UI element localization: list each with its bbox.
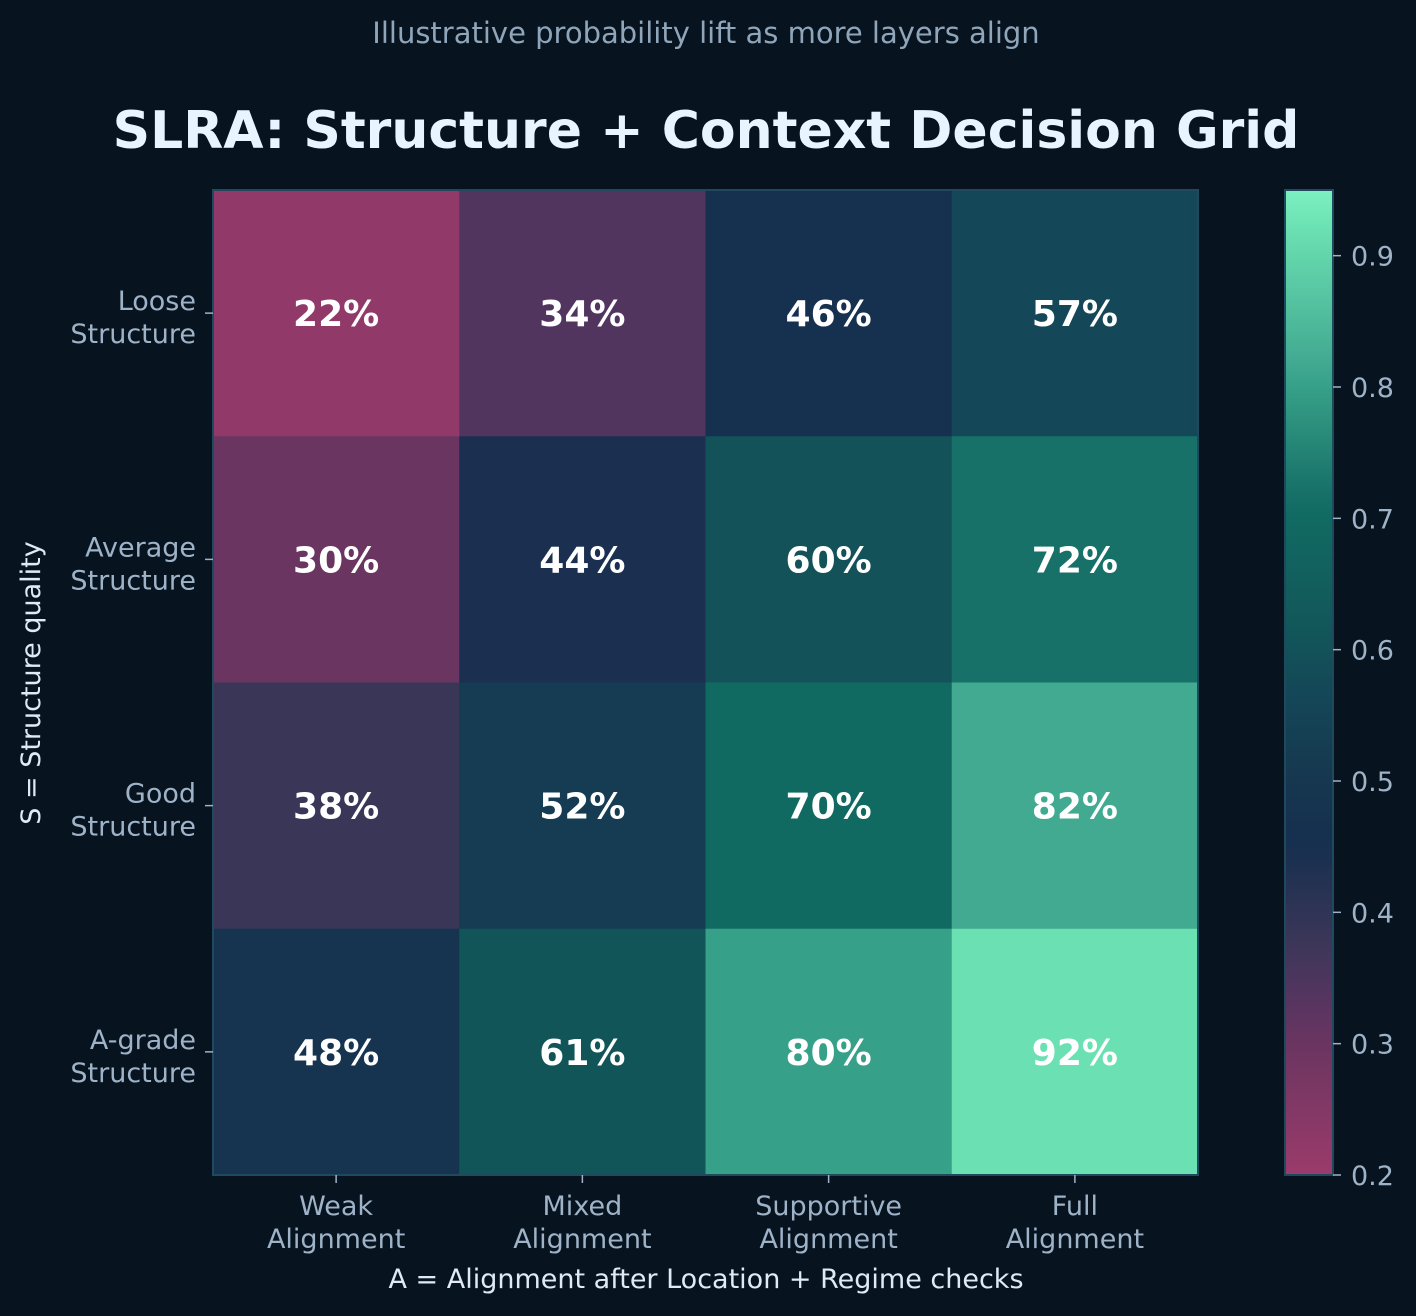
cell-value-label: 72% — [1032, 540, 1118, 581]
cell-value-label: 57% — [1032, 294, 1118, 335]
x-tick-label: Alignment — [513, 1224, 651, 1255]
heatmap-cell — [213, 928, 460, 1176]
heatmap-cell — [951, 928, 1199, 1176]
cell-value-label: 82% — [1032, 787, 1118, 828]
x-tick-label: Mixed — [543, 1191, 623, 1222]
heatmap-cell — [213, 436, 460, 683]
heatmap-cell — [951, 436, 1199, 683]
y-tick-label: Loose — [118, 286, 196, 317]
y-tick-label: Structure — [70, 319, 196, 350]
cell-value-label: 92% — [1032, 1033, 1118, 1074]
cell-value-label: 80% — [786, 1033, 872, 1074]
colorbar-tick-label: 0.6 — [1351, 636, 1394, 667]
heatmap-frame — [212, 189, 1199, 1176]
y-tick-label: Structure — [70, 565, 196, 596]
y-tick-label: A-grade — [90, 1025, 196, 1056]
heatmap-cell — [459, 436, 706, 683]
cell-value-label: 44% — [539, 540, 625, 581]
colorbar-tick-label: 0.9 — [1351, 242, 1394, 273]
x-tick-label: Weak — [299, 1191, 373, 1222]
heatmap-cell — [705, 682, 953, 930]
colorbar-gradient — [1284, 189, 1334, 1176]
heatmap-cell — [459, 928, 706, 1176]
colorbar: 0.2 0.3 0.4 0.5 0.6 0.7 0.8 0.9 — [1284, 189, 1394, 1192]
colorbar-tick-label: 0.5 — [1351, 767, 1394, 798]
cell-value-label: 61% — [539, 1033, 625, 1074]
x-tick-label: Full — [1052, 1191, 1098, 1222]
colorbar-tick-label: 0.2 — [1351, 1161, 1394, 1192]
cell-value-label: 22% — [293, 294, 379, 335]
cell-value-label: 46% — [786, 294, 872, 335]
cell-value-label: 52% — [539, 787, 625, 828]
x-axis-label: A = Alignment after Location + Regime ch… — [388, 1264, 1023, 1295]
heatmap-cell — [951, 682, 1199, 930]
y-axis-label: S = Structure quality — [16, 541, 47, 824]
heatmap-cell — [951, 190, 1199, 437]
colorbar-tick-label: 0.4 — [1351, 898, 1394, 929]
cell-value-label: 30% — [293, 540, 379, 581]
cell-value-label: 60% — [786, 540, 872, 581]
y-tick-label: Structure — [70, 1058, 196, 1089]
y-axis-ticks: LooseStructureAverageStructureGoodStruct… — [70, 286, 213, 1089]
heatmap-cell — [705, 928, 953, 1176]
heatmap-cell — [213, 682, 460, 930]
heatmap-cell — [459, 190, 706, 437]
colorbar-tick-label: 0.7 — [1351, 504, 1394, 535]
x-tick-label: Alignment — [759, 1224, 897, 1255]
y-tick-label: Average — [85, 532, 196, 563]
cell-value-label: 48% — [293, 1033, 379, 1074]
x-tick-label: Alignment — [1006, 1224, 1144, 1255]
chart-title: SLRA: Structure + Context Decision Grid — [113, 101, 1300, 161]
heatmap-cell — [459, 682, 706, 930]
chart-subtitle: Illustrative probability lift as more la… — [372, 16, 1039, 50]
x-tick-label: Supportive — [755, 1191, 902, 1222]
x-axis-ticks: WeakAlignmentMixedAlignmentSupportiveAli… — [267, 1175, 1144, 1255]
cell-value-label: 70% — [786, 787, 872, 828]
colorbar-tick-label: 0.8 — [1351, 373, 1394, 404]
heatmap-cell — [213, 190, 460, 437]
y-tick-label: Structure — [70, 812, 196, 843]
cell-value-label: 34% — [539, 294, 625, 335]
heatmap-cell — [705, 436, 953, 683]
heatmap-cell — [705, 190, 953, 437]
x-tick-label: Alignment — [267, 1224, 405, 1255]
colorbar-tick-label: 0.3 — [1351, 1030, 1394, 1061]
heatmap-cells: 22% 34% 46% 57% 30% 44% 60% 72% 38% 52% 70% 82% 48% 6… — [212, 189, 1199, 1176]
cell-value-label: 38% — [293, 787, 379, 828]
y-tick-label: Good — [125, 779, 196, 810]
